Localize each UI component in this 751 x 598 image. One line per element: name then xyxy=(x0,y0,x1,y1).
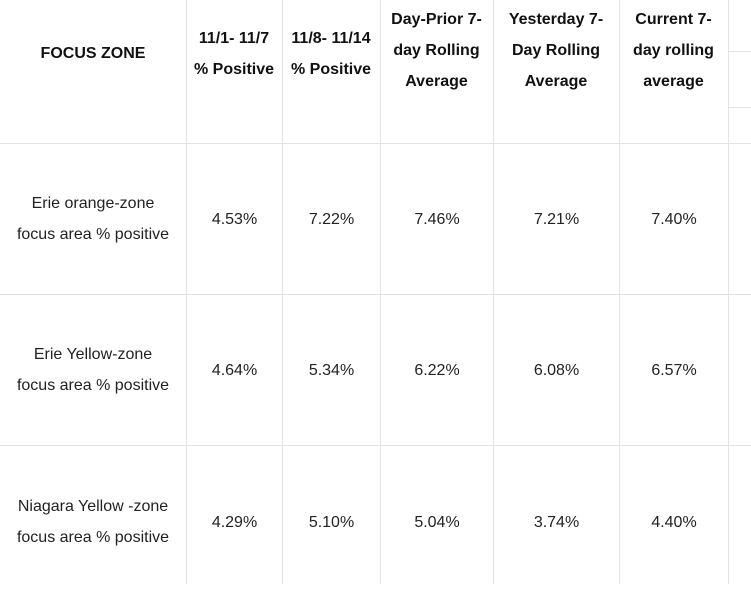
table-cell: 4.53% xyxy=(211,210,258,228)
table-cell: 7.46% xyxy=(414,210,460,228)
column-divider xyxy=(619,0,620,584)
header-current-average: Current 7-day rolling average xyxy=(633,10,714,90)
row-divider xyxy=(0,294,751,295)
header-day-prior-average: Day-Prior 7-day Rolling Average xyxy=(391,10,482,90)
column-divider xyxy=(282,0,283,584)
row-label: Erie Yellow-zone focus area % positive xyxy=(16,346,170,394)
table-cell: 4.64% xyxy=(211,361,258,379)
row-divider xyxy=(0,143,751,144)
header-week-2-positive: 11/8- 11/14 % Positive xyxy=(290,29,372,78)
table-cell: 6.08% xyxy=(533,361,580,379)
header-focus-zone: FOCUS ZONE xyxy=(40,45,146,62)
edge-divider xyxy=(728,51,751,52)
table-cell: 6.22% xyxy=(414,361,460,379)
edge-divider xyxy=(728,107,751,108)
table-cell: 5.04% xyxy=(414,513,460,531)
column-divider xyxy=(728,0,729,584)
table-cell: 5.10% xyxy=(308,513,355,531)
table-cell: 4.29% xyxy=(211,513,258,531)
column-divider xyxy=(493,0,494,584)
header-yesterday-average: Yesterday 7-Day Rolling Average xyxy=(508,10,604,90)
column-divider xyxy=(380,0,381,584)
table-cell: 3.74% xyxy=(533,513,580,531)
table-cell: 7.22% xyxy=(308,210,355,228)
row-label: Erie orange-zone focus area % positive xyxy=(16,195,170,243)
row-divider xyxy=(0,445,751,446)
table-grid xyxy=(0,0,751,584)
table-cell: 5.34% xyxy=(308,361,355,379)
row-label: Niagara Yellow -zone focus area % positi… xyxy=(16,498,170,546)
table-cell: 7.21% xyxy=(533,210,580,228)
table-cell: 6.57% xyxy=(651,361,697,379)
table-cell: 7.40% xyxy=(651,210,697,228)
column-divider xyxy=(186,0,187,584)
table-cell: 4.40% xyxy=(651,513,697,531)
header-week-1-positive: 11/1- 11/7 % Positive xyxy=(193,29,275,78)
